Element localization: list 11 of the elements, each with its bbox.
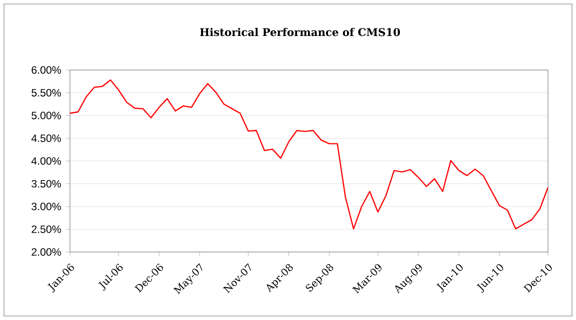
y-tick-label: 2.00%: [32, 248, 61, 256]
chart-title: Historical Performance of CMS10: [200, 28, 400, 36]
y-tick-label: 5.00%: [32, 112, 61, 120]
y-tick-label: 5.50%: [32, 88, 61, 97]
y-tick-label: 3.50%: [32, 180, 61, 188]
y-tick-label: 4.50%: [31, 134, 61, 142]
y-tick-label: 4.00%: [31, 157, 61, 165]
y-tick-label: 2.50%: [32, 225, 61, 234]
y-tick-label: 3.00%: [32, 202, 61, 210]
line-series: [70, 79, 548, 230]
y-tick-label: 6.00%: [32, 66, 61, 74]
